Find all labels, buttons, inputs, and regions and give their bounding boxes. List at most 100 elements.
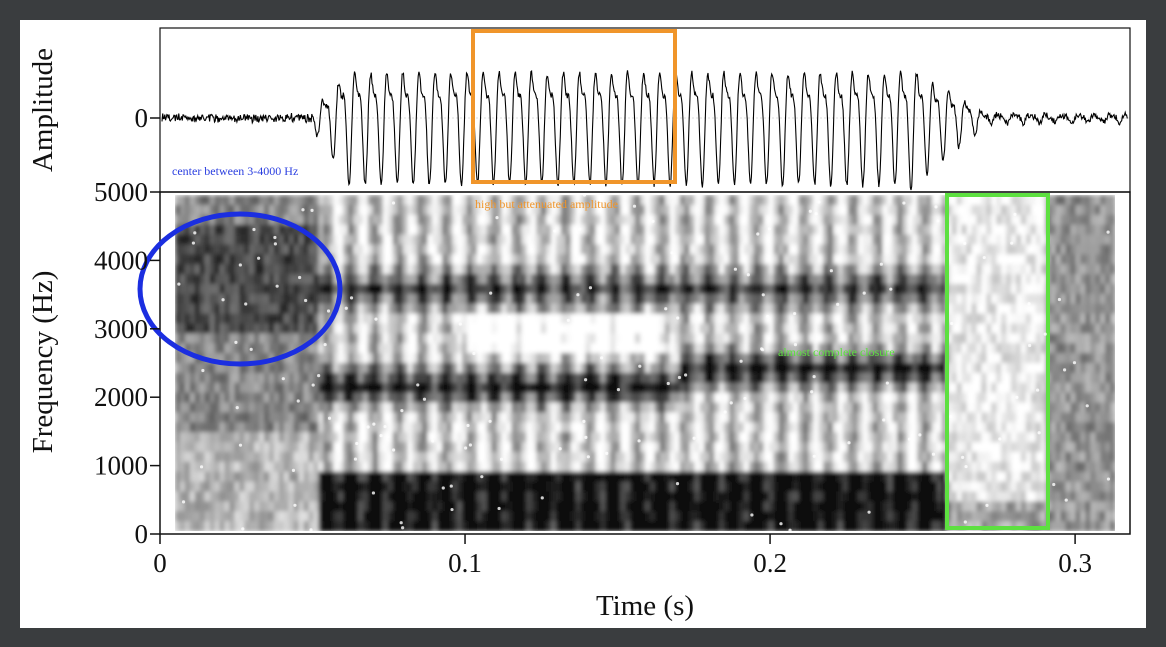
spectrogram-cell xyxy=(837,481,844,493)
spectrogram-cell xyxy=(348,491,354,502)
spectrogram-cell xyxy=(308,274,315,285)
spectrogram-cell xyxy=(739,333,745,344)
spectrogram-cell xyxy=(392,451,399,463)
spectrogram-cell xyxy=(560,333,567,344)
spectrogram-cell xyxy=(318,363,324,374)
spectrogram-cell xyxy=(313,313,319,325)
spectrogram-cell xyxy=(659,274,666,285)
spectrogram-cell xyxy=(387,323,394,334)
spectrogram-cell xyxy=(367,461,374,473)
spectrogram-cell xyxy=(367,372,374,384)
spectrogram-cell xyxy=(763,432,770,443)
spectrogram-cell xyxy=(486,234,493,245)
spectrogram-cell xyxy=(768,471,775,483)
spectrogram-cell xyxy=(189,274,196,285)
spectrogram-cell xyxy=(763,491,770,502)
spectrogram-cell xyxy=(739,481,745,493)
spectrogram-cell xyxy=(244,382,250,394)
spectrogram-cell xyxy=(897,343,903,354)
spectrogram-cell xyxy=(476,412,483,423)
spectrogram-cell xyxy=(501,195,507,206)
spectrogram-cell xyxy=(709,204,715,216)
spectrogram-cell xyxy=(640,412,646,423)
spectrogram-cell xyxy=(358,501,364,512)
spectrogram-cell xyxy=(432,214,438,226)
spectrogram-cell xyxy=(645,353,651,364)
spectrogram-cell xyxy=(224,392,230,404)
spectrogram-cell xyxy=(318,402,324,413)
spectrogram-cell xyxy=(452,521,458,531)
spectrogram-cell xyxy=(768,313,775,325)
spectrogram-cell xyxy=(897,382,903,394)
spectrogram-cell xyxy=(570,451,577,463)
spectrogram-cell xyxy=(224,224,230,236)
spectrogram-cell xyxy=(654,214,661,226)
spectrogram-cell xyxy=(808,214,814,226)
spectrogram-cell xyxy=(739,195,745,206)
spectrogram-cell xyxy=(546,521,552,531)
spectrogram-cell xyxy=(640,442,646,453)
spectrogram-cell xyxy=(872,461,879,473)
spectrogram-cell xyxy=(798,382,804,394)
spectrogram-cell xyxy=(437,481,443,493)
spectrogram-cell xyxy=(852,382,859,394)
spectrogram-cell xyxy=(501,313,507,325)
spectrogram-cell xyxy=(803,224,809,236)
spectrogram-cell xyxy=(521,254,527,265)
spectrogram-cell xyxy=(461,293,468,305)
spectrogram-cell xyxy=(333,353,339,364)
spectrogram-cell xyxy=(664,422,671,433)
spectrogram-cell xyxy=(283,283,290,295)
spectrogram-cell xyxy=(239,461,245,473)
spectrogram-cell xyxy=(798,461,804,473)
spectrogram-cell xyxy=(654,274,661,285)
spectrogram-cell xyxy=(867,412,874,423)
spectrogram-cell xyxy=(407,313,413,325)
spectrogram-cell xyxy=(724,382,730,394)
spectrogram-cell xyxy=(382,195,389,206)
spectrogram-cell xyxy=(630,491,636,502)
spectrogram-cell xyxy=(363,293,369,305)
spectrogram-cell xyxy=(734,313,740,325)
spectrogram-cell xyxy=(214,382,221,394)
spectrogram-cell xyxy=(595,471,601,483)
spectrogram-cell xyxy=(338,491,344,502)
spectrogram-cell xyxy=(590,195,597,206)
spectrogram-cell xyxy=(724,343,730,354)
spectrogram-cell xyxy=(684,234,691,245)
spectrogram-cell xyxy=(437,372,443,384)
spectrogram-cell xyxy=(189,372,196,384)
spectrogram-cell xyxy=(466,451,473,463)
spectrogram-cell xyxy=(892,382,898,394)
spectrogram-cell xyxy=(798,481,804,493)
spectrogram-cell xyxy=(476,481,483,493)
spectrogram-cell xyxy=(189,333,196,344)
spectrogram-cell xyxy=(773,224,780,236)
spectrogram-cell xyxy=(659,333,666,344)
spectrogram-cell xyxy=(244,402,250,413)
spectrogram-cell xyxy=(278,363,285,374)
spectrogram-cell xyxy=(476,204,483,216)
spectrogram-cell xyxy=(338,442,344,453)
spectrogram-cell xyxy=(872,491,879,502)
spectrogram-cell xyxy=(244,195,250,206)
spectrogram-cell xyxy=(605,382,611,394)
spectrogram-cell xyxy=(239,412,245,423)
spectrogram-cell xyxy=(595,392,601,404)
spectrogram-cell xyxy=(684,412,691,423)
spectrogram-cell xyxy=(546,283,552,295)
spectrogram-cell xyxy=(303,521,310,531)
spectrogram-cell xyxy=(679,471,686,483)
spectrogram-cell xyxy=(244,283,250,295)
spectrogram-cell xyxy=(813,382,819,394)
spectrogram-cell xyxy=(788,333,794,344)
spectrogram-cell xyxy=(684,451,691,463)
spectrogram-cell xyxy=(635,313,641,325)
spectrogram-cell xyxy=(783,382,789,394)
spectrogram-cell xyxy=(392,412,399,423)
spectrogram-cell xyxy=(363,214,369,226)
spectrogram-cell xyxy=(471,343,478,354)
spectrogram-cell xyxy=(773,363,780,374)
spectrogram-cell xyxy=(278,323,285,334)
spectrogram-cell xyxy=(338,353,344,364)
